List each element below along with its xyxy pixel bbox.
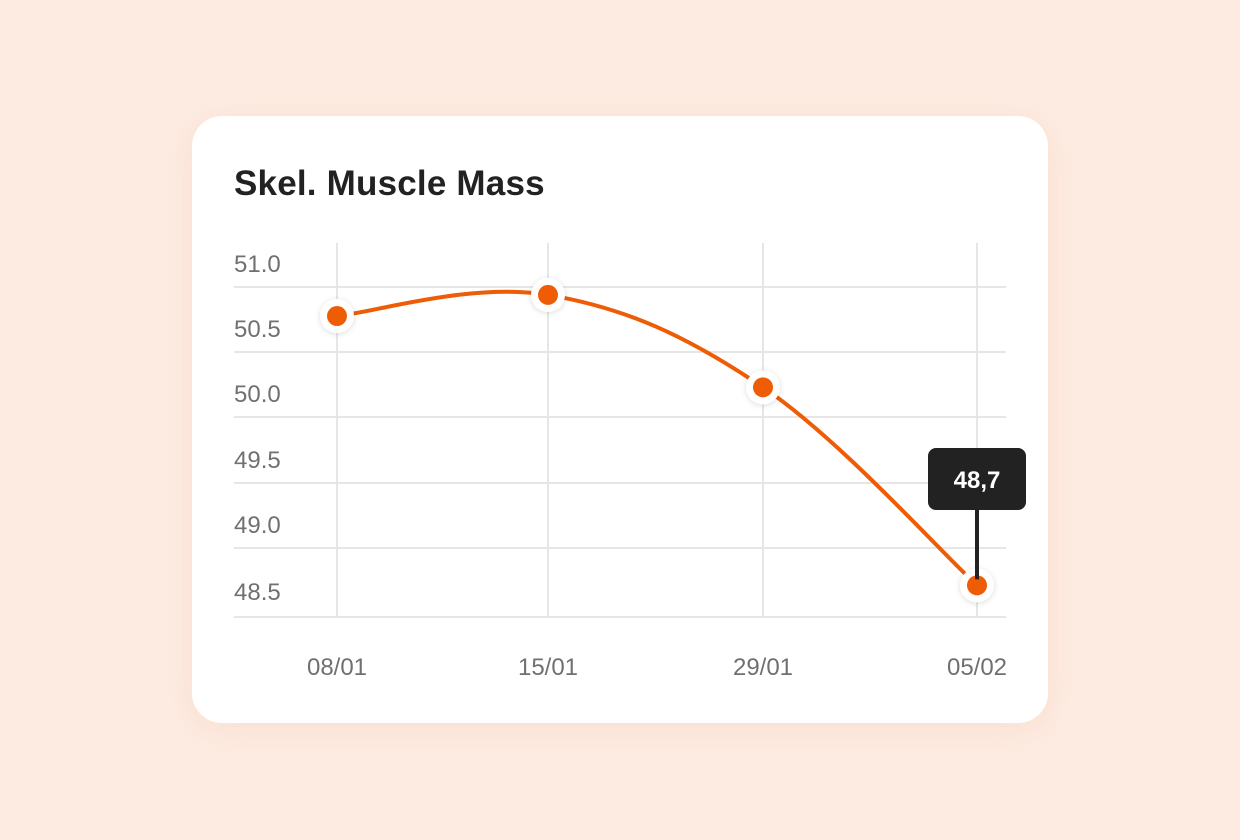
y-tick-label: 51.0 [234,251,281,278]
series-line-layer [335,289,979,588]
y-tick-label: 50.5 [234,316,281,343]
x-tick-label: 15/01 [518,654,578,681]
x-tick-label: 08/01 [307,654,367,681]
data-points [320,277,994,603]
y-tick-label: 49.0 [234,512,281,539]
chart-card: Skel. Muscle Mass 51.0 50.5 50.0 49.5 49.0 48… [192,116,1048,723]
grid [234,243,1006,618]
series-line [335,289,979,588]
data-point-dot [327,306,347,327]
y-tick-label: 48.5 [234,579,281,606]
data-point-dot [967,575,987,596]
data-point[interactable] [320,299,354,334]
x-tick-label: 29/01 [733,654,793,681]
value-tooltip: 48,7 [928,448,1026,580]
x-axis-ticks: 08/01 15/01 29/01 05/02 [307,654,1007,681]
tooltip-value: 48,7 [954,467,1001,494]
data-point[interactable] [960,568,994,603]
tooltip-box [928,448,1026,510]
data-point[interactable] [531,277,565,312]
data-point-dot [753,377,773,398]
line-chart: 51.0 50.5 50.0 49.5 49.0 48.5 08/01 15/01 29/01… [234,243,1026,681]
chart-title: Skel. Muscle Mass [234,164,545,203]
data-point[interactable] [746,370,780,405]
x-tick-label: 05/02 [947,654,1007,681]
y-tick-label: 50.0 [234,381,281,408]
y-tick-label: 49.5 [234,447,281,474]
y-axis-ticks: 51.0 50.5 50.0 49.5 49.0 48.5 [234,251,281,606]
data-point-dot [538,284,558,305]
